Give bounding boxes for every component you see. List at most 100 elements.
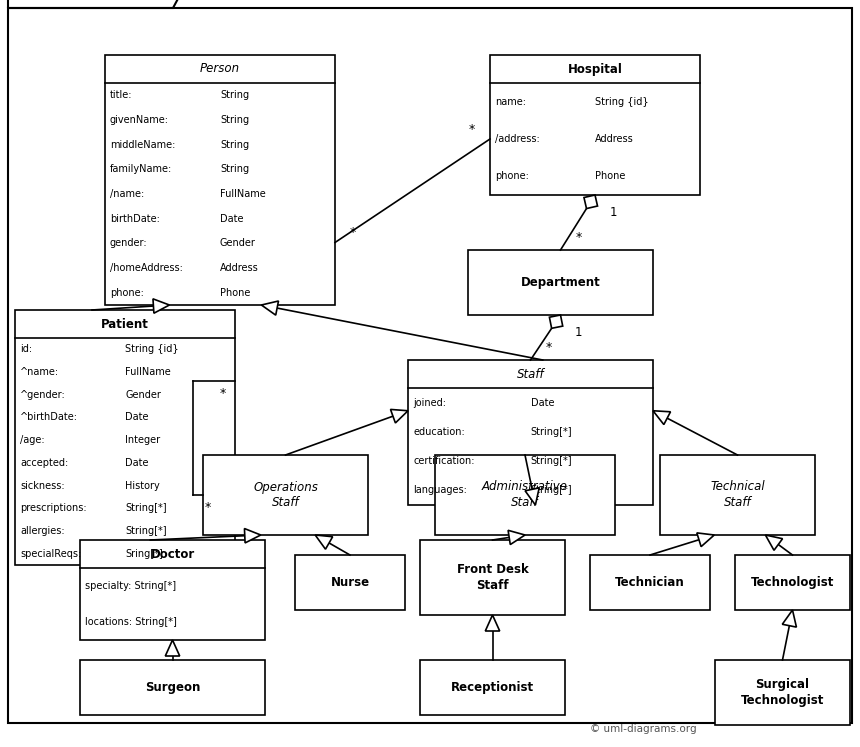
Text: String: String: [220, 164, 249, 174]
Bar: [203, 455, 368, 535]
Text: Operations
Staff: Operations Staff: [253, 480, 318, 509]
Text: /name:: /name:: [110, 189, 144, 199]
Text: phone:: phone:: [495, 171, 529, 182]
Polygon shape: [153, 299, 169, 313]
Text: /age:: /age:: [20, 436, 45, 445]
Text: Date: Date: [125, 412, 149, 423]
Text: String: String: [220, 90, 249, 100]
Bar: [15, 310, 235, 565]
Text: givenName:: givenName:: [110, 115, 169, 125]
Text: Hospital: Hospital: [568, 63, 623, 75]
Text: specialReqs:: specialReqs:: [20, 548, 81, 559]
Bar: [490, 55, 700, 195]
Text: FullName: FullName: [125, 367, 171, 377]
Bar: [468, 250, 653, 315]
Text: id:: id:: [20, 344, 32, 354]
Polygon shape: [485, 615, 500, 631]
Bar: [590, 555, 710, 610]
Text: Technologist: Technologist: [751, 576, 834, 589]
Text: String: String: [220, 140, 249, 149]
Text: History: History: [125, 480, 160, 491]
Text: *: *: [545, 341, 551, 355]
Bar: [715, 660, 850, 725]
Text: /homeAddress:: /homeAddress:: [110, 263, 183, 273]
Text: /address:: /address:: [495, 134, 540, 144]
Text: Receptionist: Receptionist: [451, 681, 534, 694]
Text: Sring[*]: Sring[*]: [125, 548, 163, 559]
Text: education:: education:: [413, 427, 464, 437]
Text: Front Desk
Staff: Front Desk Staff: [457, 563, 528, 592]
Text: Technician: Technician: [615, 576, 685, 589]
Polygon shape: [765, 535, 783, 551]
Text: String[*]: String[*]: [531, 427, 572, 437]
Text: Surgeon: Surgeon: [144, 681, 200, 694]
Text: specialty: String[*]: specialty: String[*]: [85, 581, 176, 591]
Text: Phone: Phone: [220, 288, 250, 297]
Text: title:: title:: [110, 90, 132, 100]
Bar: [408, 360, 653, 505]
Text: Administrative
Staff: Administrative Staff: [482, 480, 568, 509]
Text: middleName:: middleName:: [110, 140, 175, 149]
Text: String: String: [220, 115, 249, 125]
Text: languages:: languages:: [413, 486, 467, 495]
Text: sickness:: sickness:: [20, 480, 64, 491]
Text: Doctor: Doctor: [150, 548, 194, 560]
Text: allergies:: allergies:: [20, 526, 64, 536]
Text: ^gender:: ^gender:: [20, 390, 65, 400]
Text: accepted:: accepted:: [20, 458, 68, 468]
Text: String {id}: String {id}: [125, 344, 179, 354]
Polygon shape: [697, 533, 715, 547]
Bar: [80, 660, 265, 715]
Polygon shape: [783, 610, 796, 627]
Polygon shape: [261, 301, 279, 315]
Text: phone:: phone:: [110, 288, 144, 297]
Text: gender:: gender:: [110, 238, 148, 248]
Text: prescriptions:: prescriptions:: [20, 503, 87, 513]
Text: name:: name:: [495, 96, 526, 107]
Polygon shape: [550, 315, 562, 329]
Bar: [295, 555, 405, 610]
Text: familyName:: familyName:: [110, 164, 172, 174]
Text: FullName: FullName: [220, 189, 266, 199]
Text: Address: Address: [220, 263, 259, 273]
Text: String[*]: String[*]: [531, 486, 572, 495]
Text: Date: Date: [220, 214, 243, 223]
Text: *: *: [575, 232, 581, 244]
Text: Department: Department: [520, 276, 600, 289]
Polygon shape: [390, 409, 408, 423]
Text: *: *: [220, 387, 226, 400]
Text: joined:: joined:: [413, 397, 446, 408]
Text: Date: Date: [531, 397, 554, 408]
Text: *: *: [205, 500, 211, 513]
Polygon shape: [525, 488, 539, 505]
Text: 1: 1: [574, 326, 582, 339]
Text: String[*]: String[*]: [531, 456, 572, 466]
Text: Date: Date: [125, 458, 149, 468]
Text: String[*]: String[*]: [125, 503, 167, 513]
Text: ^name:: ^name:: [20, 367, 59, 377]
Text: 1: 1: [609, 206, 617, 220]
Bar: [80, 540, 265, 640]
Bar: [435, 455, 615, 535]
Text: Integer: Integer: [125, 436, 160, 445]
Polygon shape: [508, 530, 525, 545]
Text: certification:: certification:: [413, 456, 475, 466]
Text: Phone: Phone: [595, 171, 625, 182]
Text: Gender: Gender: [220, 238, 256, 248]
Bar: [420, 660, 565, 715]
Polygon shape: [653, 411, 671, 424]
Text: birthDate:: birthDate:: [110, 214, 160, 223]
Text: locations: String[*]: locations: String[*]: [85, 617, 177, 627]
Bar: [660, 455, 815, 535]
Polygon shape: [244, 529, 261, 543]
Text: Address: Address: [595, 134, 634, 144]
Text: String[*]: String[*]: [125, 526, 167, 536]
Polygon shape: [165, 640, 180, 656]
Text: Person: Person: [200, 63, 240, 75]
Text: Patient: Patient: [101, 317, 149, 330]
Text: ^birthDate:: ^birthDate:: [20, 412, 78, 423]
Text: *: *: [469, 123, 475, 135]
Text: Technical
Staff: Technical Staff: [710, 480, 765, 509]
Bar: [105, 55, 335, 305]
Text: Gender: Gender: [125, 390, 161, 400]
